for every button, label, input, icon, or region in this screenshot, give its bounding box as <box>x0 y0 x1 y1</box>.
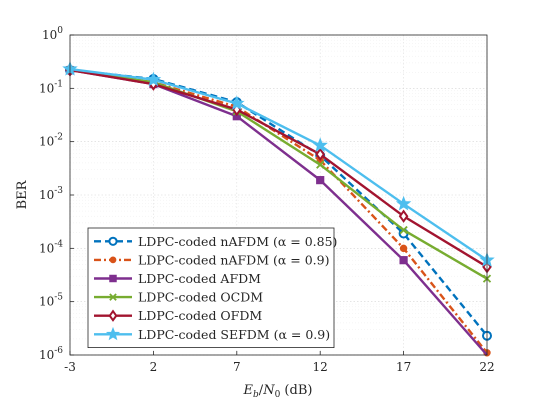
legend-label: LDPC-coded nAFDM (α = 0.85) <box>138 234 337 249</box>
x-axis-label: Eb/N0 (dB) <box>243 383 313 400</box>
y-axis-label: BER <box>15 179 30 209</box>
legend-label: LDPC-coded nAFDM (α = 0.9) <box>138 252 329 267</box>
data-point-marker <box>108 236 118 246</box>
legend-entry: LDPC-coded SEFDM (α = 0.9) <box>94 327 330 342</box>
legend-entry: LDPC-coded nAFDM (α = 0.85) <box>94 234 337 249</box>
legend-entry: LDPC-coded nAFDM (α = 0.9) <box>94 252 329 267</box>
x-tick-label: 12 <box>313 360 328 374</box>
x-tick-label: -3 <box>64 360 76 374</box>
data-point-marker <box>316 160 325 169</box>
data-point-marker <box>399 225 408 235</box>
data-point-marker <box>399 244 408 253</box>
data-point-marker <box>109 256 117 264</box>
legend-entry: LDPC-coded OCDM <box>94 290 263 305</box>
data-point-marker <box>105 326 121 341</box>
x-tick-label: 22 <box>479 360 494 374</box>
legend-entry: LDPC-coded AFDM <box>94 271 261 286</box>
x-tick-label: 2 <box>150 360 158 374</box>
data-point-marker <box>398 209 409 223</box>
data-point-marker <box>312 137 328 152</box>
legend: LDPC-coded nAFDM (α = 0.85) LDPC-coded nA… <box>87 227 337 348</box>
legend-label: LDPC-coded SEFDM (α = 0.9) <box>138 327 330 342</box>
series-line <box>69 67 488 262</box>
legend-label: LDPC-coded AFDM <box>138 271 261 286</box>
data-point-marker <box>395 195 412 211</box>
legend-box <box>87 227 335 348</box>
data-point-marker <box>108 309 118 322</box>
x-tick-label: 7 <box>233 360 241 374</box>
legend-label: LDPC-coded OFDM <box>138 308 262 323</box>
legend-entry: LDPC-coded OFDM <box>94 308 262 323</box>
legend-label: LDPC-coded OCDM <box>138 290 263 305</box>
data-point-marker <box>109 293 117 301</box>
x-tick-label: 17 <box>396 360 411 374</box>
data-point-marker <box>229 95 245 111</box>
data-point-marker <box>399 256 408 265</box>
plot-frame <box>69 34 488 356</box>
series-line <box>69 68 488 268</box>
series-line <box>69 68 488 280</box>
data-point-marker <box>145 71 162 87</box>
data-point-marker <box>316 176 325 185</box>
data-point-marker <box>315 147 326 161</box>
data-point-marker <box>109 274 117 283</box>
